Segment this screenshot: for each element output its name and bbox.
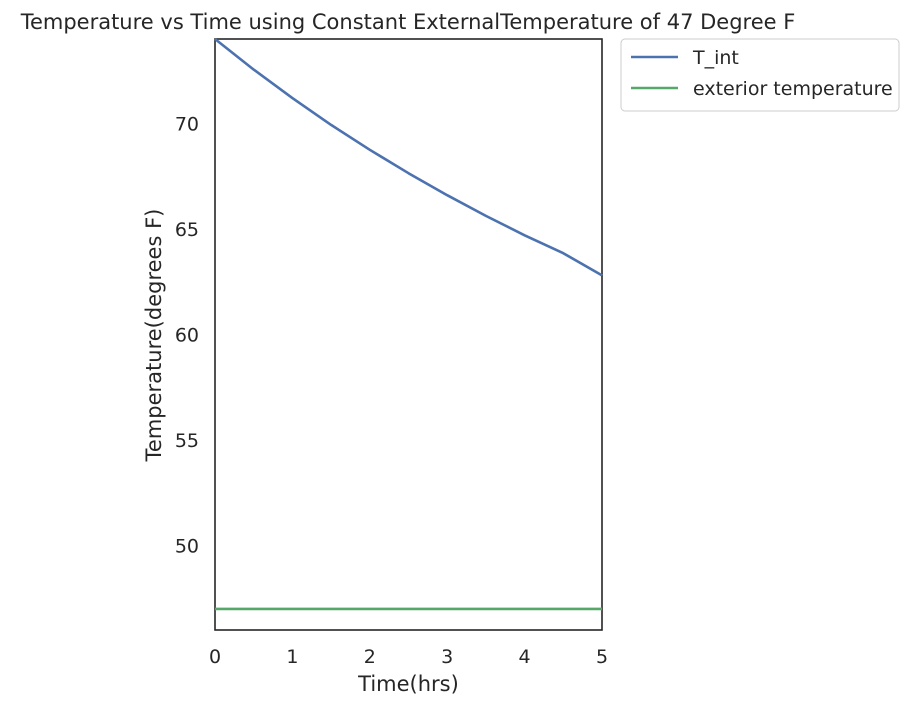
y-tick-label: 60 xyxy=(175,325,199,347)
legend: T_int exterior temperature xyxy=(620,38,900,112)
y-tick-label: 70 xyxy=(175,113,199,135)
plot-area xyxy=(214,37,603,631)
x-tick-label: 3 xyxy=(441,646,453,668)
legend-label: exterior temperature xyxy=(693,78,893,100)
y-tick-label: 65 xyxy=(175,219,199,241)
chart-title: Temperature vs Time using Constant Exter… xyxy=(20,10,796,34)
x-tick-label: 2 xyxy=(364,646,376,668)
series-layer xyxy=(214,37,603,611)
x-tick-label: 4 xyxy=(519,646,531,668)
x-tick-label: 5 xyxy=(596,646,608,668)
y-axis-label: Temperature(degrees F) xyxy=(142,209,166,463)
series-line-0 xyxy=(214,37,603,277)
plot-frame xyxy=(214,38,603,631)
legend-label: T_int xyxy=(692,47,739,69)
y-axis-ticks: 50 55 60 65 70 xyxy=(175,113,199,557)
legend-frame xyxy=(620,38,900,112)
x-axis-label: Time(hrs) xyxy=(357,672,459,696)
x-axis-ticks: 0 1 2 3 4 5 xyxy=(209,646,608,668)
x-tick-label: 1 xyxy=(286,646,298,668)
x-tick-label: 0 xyxy=(209,646,221,668)
y-tick-label: 55 xyxy=(175,430,199,452)
y-tick-label: 50 xyxy=(175,536,199,558)
